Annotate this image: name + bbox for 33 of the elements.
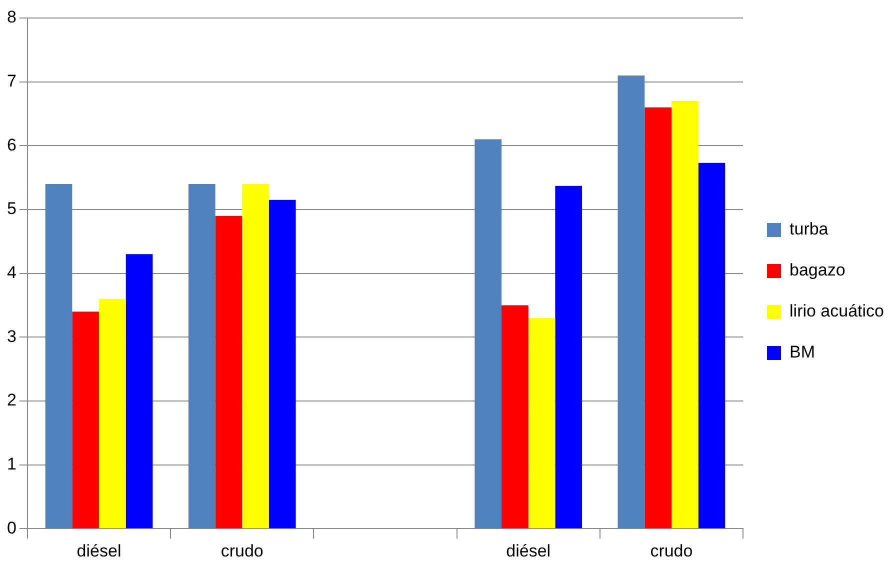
bar xyxy=(502,305,528,528)
y-tick-label: 5 xyxy=(6,199,16,218)
y-tick-label: 3 xyxy=(6,326,16,346)
bar xyxy=(242,184,269,528)
bar xyxy=(99,298,126,528)
legend-label: lirio acuático xyxy=(790,302,884,321)
bar xyxy=(268,200,296,528)
bar xyxy=(215,216,242,528)
bar xyxy=(45,184,72,528)
bar xyxy=(671,100,698,528)
x-tick-label: crudo xyxy=(220,541,264,560)
legend-label: bagazo xyxy=(790,260,846,280)
bar xyxy=(644,107,672,528)
y-tick-label: 4 xyxy=(6,262,16,282)
y-tick-label: 2 xyxy=(6,390,16,410)
bar xyxy=(188,184,216,528)
y-tick-label: 6 xyxy=(6,135,16,154)
x-tick-label: diésel xyxy=(506,541,551,560)
bar xyxy=(528,318,556,528)
legend-label: turba xyxy=(790,220,829,239)
bar xyxy=(126,254,153,528)
bar xyxy=(474,139,502,528)
y-tick-label: 0 xyxy=(6,518,16,538)
bar xyxy=(698,162,726,528)
bar xyxy=(72,312,100,528)
bar xyxy=(618,75,645,528)
legend-label: BM xyxy=(790,342,816,362)
x-tick-label: crudo xyxy=(650,541,693,560)
y-tick-label: 7 xyxy=(6,72,16,91)
y-tick-label: 1 xyxy=(6,454,16,474)
y-tick-label: 8 xyxy=(6,8,16,27)
bar xyxy=(555,186,582,528)
x-tick-label: diésel xyxy=(76,541,122,560)
